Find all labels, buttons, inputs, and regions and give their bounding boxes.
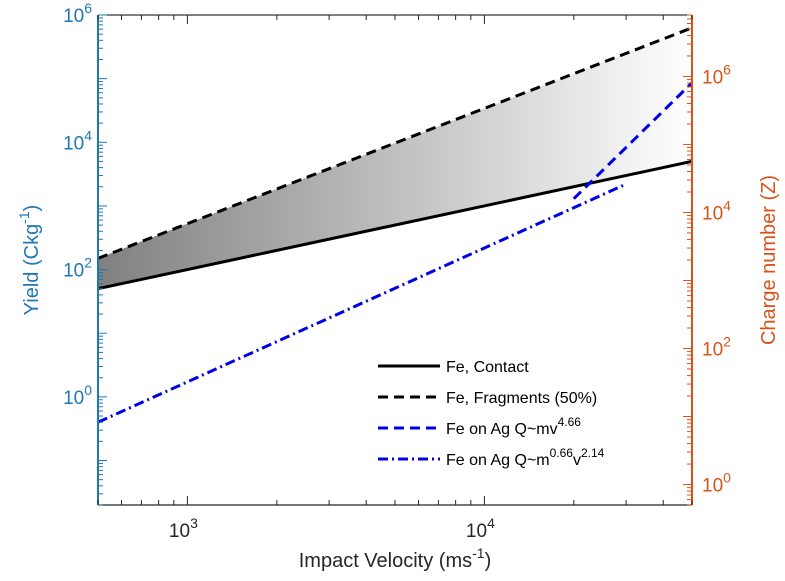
x-tick-base: 10 [466, 521, 487, 542]
y-left-tick-label: 100 [63, 382, 92, 409]
y-left-tick-exp: 4 [84, 127, 92, 143]
y-right-tick-label: 100 [702, 470, 731, 497]
y-left-axis-title: Yield (Ckg-1) [16, 205, 43, 316]
series-line-4 [98, 182, 627, 424]
legend-label-3: Fe on Ag Q~mv4.66 [446, 415, 581, 438]
y-left-tick-base: 10 [63, 388, 84, 409]
x-axis-title-main: Impact Velocity (ms [299, 550, 472, 572]
legend-label-text: Fe on Ag Q~mv [446, 421, 558, 438]
x-tick-exp: 4 [487, 515, 495, 531]
legend-label-text: Fe, Fragments (50%) [446, 390, 597, 407]
y-right-tick-label: 102 [702, 333, 731, 360]
y-left-tick-exp: 6 [84, 0, 92, 16]
x-tick-base: 10 [169, 521, 190, 542]
legend-label-sup2: 2.14 [581, 446, 605, 460]
x-axis-title: Impact Velocity (ms-1) [299, 545, 492, 572]
x-tick-label: 104 [466, 515, 495, 542]
legend-label-text: Fe on Ag Q~m [446, 452, 550, 469]
legend-label-mid: v [573, 452, 581, 469]
y-left-axis-title-main: Yield (Ckg [21, 224, 43, 316]
shaded-region [98, 27, 692, 289]
y-right-tick-base: 10 [702, 476, 723, 497]
x-axis-title-tail: ) [485, 550, 492, 572]
legend-label-text: Fe, Contact [446, 359, 529, 376]
y-right-tick-label: 106 [702, 61, 731, 88]
y-right-axis-title-main: Charge number (Z) [758, 175, 780, 345]
y-right-tick-exp: 4 [723, 197, 731, 213]
legend-label-2: Fe, Fragments (50%) [446, 390, 597, 407]
y-right-tick-base: 10 [702, 203, 723, 224]
y-right-tick-exp: 2 [723, 333, 731, 349]
y-right-tick-exp: 0 [723, 470, 731, 486]
y-left-tick-exp: 0 [84, 382, 92, 398]
y-right-tick-base: 10 [702, 339, 723, 360]
y-right-tick-label: 104 [702, 197, 731, 224]
y-left-tick-label: 104 [63, 127, 92, 154]
y-left-tick-label: 106 [63, 0, 92, 27]
legend-label-1: Fe, Contact [446, 359, 529, 376]
y-right-tick-base: 10 [702, 67, 723, 88]
series-line-2 [98, 26, 692, 260]
legend-label-4: Fe on Ag Q~m0.66v2.14 [446, 446, 605, 469]
y-left-axis-title-sup: -1 [16, 211, 32, 224]
y-left-tick-base: 10 [63, 261, 84, 282]
y-left-tick-exp: 2 [84, 255, 92, 271]
legend-label-sup: 4.66 [558, 415, 582, 429]
x-tick-label: 103 [169, 515, 198, 542]
plot-area [98, 26, 692, 424]
series-line-1 [98, 159, 692, 291]
y-left-tick-base: 10 [63, 133, 84, 154]
y-left-axis-title-tail: ) [21, 205, 43, 212]
legend-label-sup: 0.66 [550, 446, 574, 460]
y-right-axis-title: Charge number (Z) [758, 175, 780, 345]
series-line-3 [572, 81, 692, 200]
y-left-tick-label: 102 [63, 255, 92, 282]
x-axis-title-sup: -1 [472, 545, 485, 561]
y-right-tick-exp: 6 [723, 61, 731, 77]
y-left-tick-base: 10 [63, 6, 84, 27]
x-tick-exp: 3 [190, 515, 198, 531]
